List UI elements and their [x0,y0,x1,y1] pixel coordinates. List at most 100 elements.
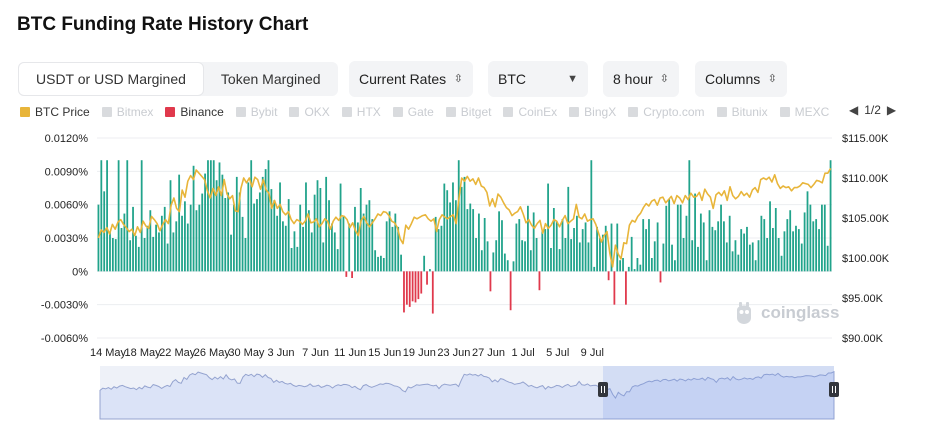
funding-bar-positive [636,258,639,272]
funding-bar-positive [307,210,310,272]
funding-bar-positive [800,243,803,272]
funding-bar-positive [795,225,797,272]
funding-bar-positive [532,212,535,272]
view-select[interactable]: Columns ⇳ [695,61,787,97]
funding-bar-positive [711,226,714,272]
next-page-icon[interactable]: ▶ [886,103,897,117]
funding-bar-positive [163,206,166,272]
funding-bar-positive [348,223,351,272]
funding-bar-positive [746,226,748,272]
funding-bar-positive [385,221,388,272]
legend-item-okx[interactable]: OKX [289,105,330,119]
y-left-tick-label: 0.0090% [45,166,89,178]
funding-bar-positive [160,215,163,272]
funding-bar-positive [316,180,319,272]
funding-bar-positive [633,269,636,272]
funding-bar-positive [380,255,382,272]
legend-item-htx[interactable]: HTX [341,105,381,119]
funding-bar-positive [501,220,503,272]
funding-bar-positive [772,228,774,272]
y-right-tick-label: $115.00K [842,133,889,145]
y-left-tick-label: 0.0120% [45,133,89,145]
funding-bar-positive [377,256,379,272]
page-title: BTC Funding Rate History Chart [17,14,309,35]
coin-select[interactable]: BTC ▼ [488,61,588,97]
funding-bar-positive [368,200,371,272]
legend-item-bingx[interactable]: BingX [569,105,616,119]
funding-bar-positive [129,240,132,272]
y-right-tick-label: $95.00K [842,293,884,305]
funding-bar-positive [552,208,555,272]
funding-bar-positive [313,194,316,272]
tab-token-margined[interactable]: Token Margined [220,71,321,87]
funding-bar-positive [642,219,645,272]
funding-bar-positive [737,254,740,272]
funding-bar-positive [126,160,129,272]
legend-swatch [779,107,790,117]
funding-bar-positive [178,174,181,272]
funding-bar-positive [558,249,561,272]
y-right-tick-label: $110.00K [842,173,889,185]
funding-bar-positive [627,266,630,272]
funding-bar-positive [114,239,117,272]
rate-type-select[interactable]: Current Rates ⇳ [349,61,473,97]
caret-down-icon: ▼ [567,73,578,85]
funding-bar-positive [570,239,573,272]
funding-bar-positive [342,215,345,272]
funding-bar-positive [152,236,155,272]
funding-bar-positive [305,182,307,272]
prev-page-icon[interactable]: ◀ [849,103,859,117]
funding-bar-positive [809,204,812,272]
funding-bar-positive [650,258,653,272]
funding-bar-positive [714,230,717,272]
funding-bar-positive [723,221,725,272]
funding-bar-positive [244,238,247,272]
funding-bar-positive [743,233,745,272]
legend-item-coinex[interactable]: CoinEx [503,105,557,119]
funding-bar-positive [146,225,149,272]
legend-label: Bitunix [731,105,768,119]
legend-item-gate[interactable]: Gate [392,105,434,119]
funding-bar-positive [209,160,212,272]
tab-usdt-margined[interactable]: USDT or USD Margined [18,62,204,96]
funding-bar-positive [429,269,431,272]
funding-bar-positive [581,229,584,272]
funding-bar-positive [454,200,457,272]
funding-bar-positive [181,215,183,272]
funding-bar-positive [705,260,708,272]
funding-bar-negative [489,271,492,292]
funding-bar-positive [333,232,336,272]
funding-bar-positive [319,188,322,272]
legend-page-number: 1/2 [864,103,881,117]
legend-item-binance[interactable]: Binance [165,105,224,119]
rate-type-value: Current Rates [359,71,447,87]
legend-item-mexc[interactable]: MEXC [779,105,829,119]
navigator-handle-left[interactable] [598,382,608,397]
funding-bar-negative [408,271,411,307]
y-right-tick-label: $100.00K [842,253,890,265]
funding-bar-positive [359,188,362,272]
funding-bar-positive [238,192,241,272]
legend-item-bybit[interactable]: Bybit [235,105,277,119]
funding-bar-positive [653,241,656,272]
funding-bar-positive [639,264,642,272]
funding-bar-positive [754,260,757,272]
navigator-handle-right[interactable] [829,382,839,397]
legend-item-btc-price[interactable]: BTC Price [20,105,90,119]
legend-label: Bitget [460,105,492,119]
funding-bar-positive [694,193,696,272]
legend-item-bitmex[interactable]: Bitmex [101,105,153,119]
coin-value: BTC [498,71,526,87]
funding-bar-positive [310,232,313,272]
legend-item-crypto-com[interactable]: Crypto.com [628,105,705,119]
funding-bar-positive [578,242,581,272]
updown-icon: ⇳ [767,73,777,85]
y-left-tick-label: 0.0060% [45,200,89,212]
interval-select[interactable]: 8 hour ⇳ [603,61,679,97]
funding-bar-positive [593,266,596,272]
funding-bar-positive [302,226,304,272]
legend-item-bitget[interactable]: Bitget [445,105,492,119]
funding-bar-negative [345,271,348,277]
legend-item-bitunix[interactable]: Bitunix [716,105,768,119]
funding-bar-positive [774,208,777,272]
